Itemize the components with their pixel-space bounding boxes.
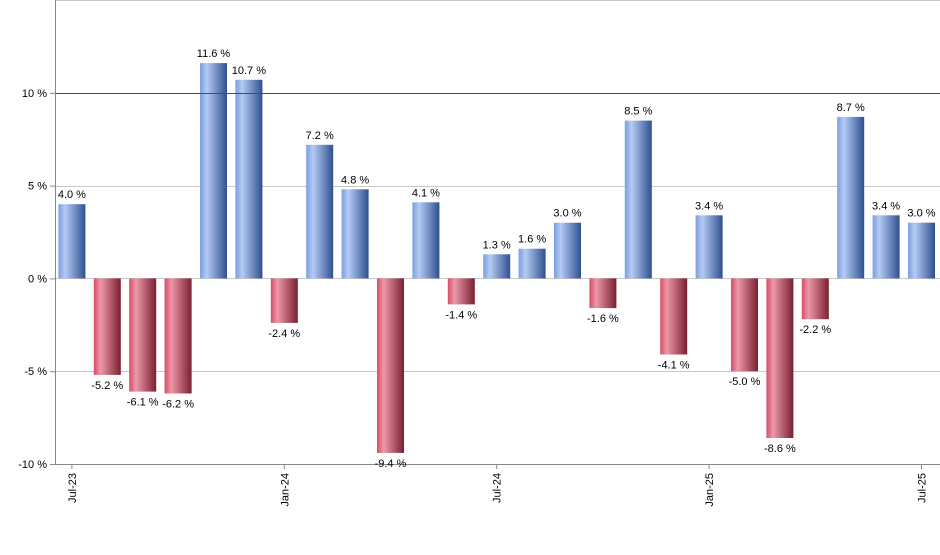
bar [695, 215, 723, 279]
data-label: 10.7 % [232, 65, 266, 77]
data-label: -8.6 % [764, 443, 796, 455]
data-label: 3.0 % [907, 208, 935, 220]
bars [58, 63, 935, 453]
data-label: -1.6 % [587, 313, 619, 325]
data-label: -5.2 % [91, 380, 123, 392]
data-label: -6.2 % [162, 398, 194, 410]
bar [731, 278, 758, 372]
bar [518, 248, 546, 279]
data-label: -2.2 % [799, 324, 831, 336]
bar [660, 278, 688, 355]
y-tick-label: -5 % [24, 366, 47, 378]
x-tick-label: Jan-24 [279, 473, 291, 507]
data-label: 1.6 % [518, 234, 546, 246]
bar [164, 278, 192, 394]
data-label: 4.1 % [412, 187, 440, 199]
data-label: 4.0 % [58, 189, 86, 201]
y-tick-label: -10 % [18, 459, 47, 471]
y-tick-label: 0 % [28, 273, 47, 285]
bar [200, 63, 227, 279]
bar [58, 204, 86, 279]
x-tick-label: Jul-23 [67, 473, 79, 503]
x-tick-label: Jul-24 [492, 473, 504, 503]
bar [270, 278, 298, 323]
axes: -10 % -5 % 0 % 5 % 10 % Jul-23 Jan-24 Jul-24 Jan… [18, 0, 940, 507]
bar [624, 120, 652, 279]
y-tick-label: 10 % [22, 88, 47, 100]
data-label: 7.2 % [306, 130, 334, 142]
data-labels: 4.0 % -5.2 % -6.1 % -6.2 % 11.6 %10.7 % -2.4 … [58, 48, 936, 470]
y-tick-label: 5 % [28, 181, 47, 193]
bar [554, 222, 581, 279]
bar [908, 222, 935, 279]
data-label: 4.8 % [341, 174, 369, 186]
bar [766, 278, 794, 438]
bar [306, 144, 334, 279]
data-label: -9.4 % [375, 458, 407, 470]
bar [837, 116, 865, 279]
x-tick-label: Jul-25 [917, 473, 929, 503]
data-label: 3.0 % [553, 208, 581, 220]
bar [235, 79, 263, 279]
x-tick-label: Jan-25 [704, 473, 716, 507]
bar [377, 278, 404, 453]
data-label: 3.4 % [695, 200, 723, 212]
data-label: -5.0 % [729, 376, 761, 388]
grid-lines [55, 0, 940, 465]
data-label: 1.3 % [483, 239, 511, 251]
bar [447, 278, 475, 305]
data-label: -6.1 % [127, 397, 159, 409]
data-label: 3.4 % [872, 200, 900, 212]
data-label: -1.4 % [445, 309, 477, 321]
data-label: 11.6 % [197, 48, 231, 60]
data-label: 8.5 % [624, 106, 652, 118]
data-label: 8.7 % [837, 102, 865, 114]
data-label: -4.1 % [658, 359, 690, 371]
bar [93, 278, 121, 375]
bar [341, 189, 369, 279]
bar [589, 278, 617, 309]
bar [412, 202, 440, 279]
bar [483, 254, 511, 279]
bar [129, 278, 157, 392]
data-label: -2.4 % [268, 328, 300, 340]
bar [801, 278, 829, 320]
bar [872, 215, 900, 279]
